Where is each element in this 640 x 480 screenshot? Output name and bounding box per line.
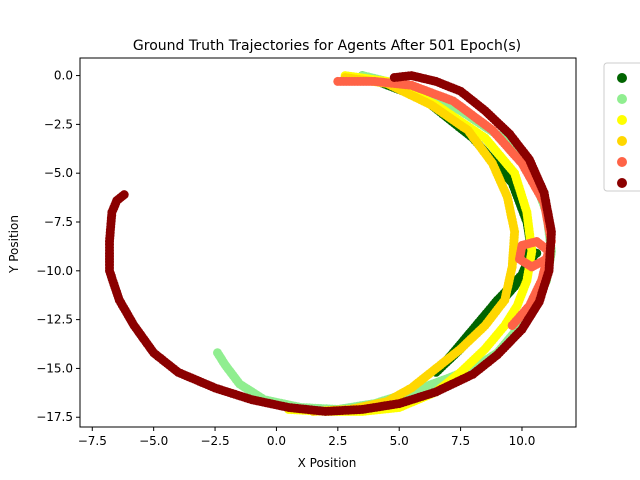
y-tick-label: −15.0 — [36, 361, 73, 375]
legend-marker-1 — [617, 73, 627, 83]
x-tick-label: 5.0 — [390, 434, 409, 448]
x-axis-title: X Position — [298, 456, 357, 470]
x-tick-label: −7.5 — [78, 434, 107, 448]
trajectory-point — [119, 190, 129, 200]
x-tick-label: −2.5 — [200, 434, 229, 448]
series-6 — [105, 71, 556, 416]
x-tick-label: 0.0 — [267, 434, 286, 448]
plot-frame — [79, 57, 577, 428]
y-axis-title: Y Position — [7, 215, 21, 274]
trajectory-point — [213, 348, 223, 358]
y-tick-label: −5.0 — [44, 166, 73, 180]
legend-marker-5 — [617, 157, 627, 167]
y-tick-label: −10.0 — [36, 264, 73, 278]
y-tick-label: −17.5 — [36, 410, 73, 424]
x-tick-label: −5.0 — [139, 434, 168, 448]
y-tick-label: −12.5 — [36, 313, 73, 327]
y-tick-label: −7.5 — [44, 215, 73, 229]
y-tick-label: −2.5 — [44, 117, 73, 131]
trajectory-point — [507, 320, 517, 330]
legend-marker-6 — [617, 178, 627, 188]
legend-marker-3 — [617, 115, 627, 125]
series-2 — [213, 71, 556, 414]
x-tick-label: 10.0 — [509, 434, 536, 448]
legend-marker-4 — [617, 136, 627, 146]
y-tick-label: 0.0 — [54, 69, 73, 83]
chart-title: Ground Truth Trajectories for Agents Aft… — [133, 38, 521, 54]
x-tick-label: 2.5 — [328, 434, 347, 448]
legend-box — [603, 62, 640, 192]
x-tick-label: 7.5 — [451, 434, 470, 448]
legend-marker-2 — [617, 94, 627, 104]
